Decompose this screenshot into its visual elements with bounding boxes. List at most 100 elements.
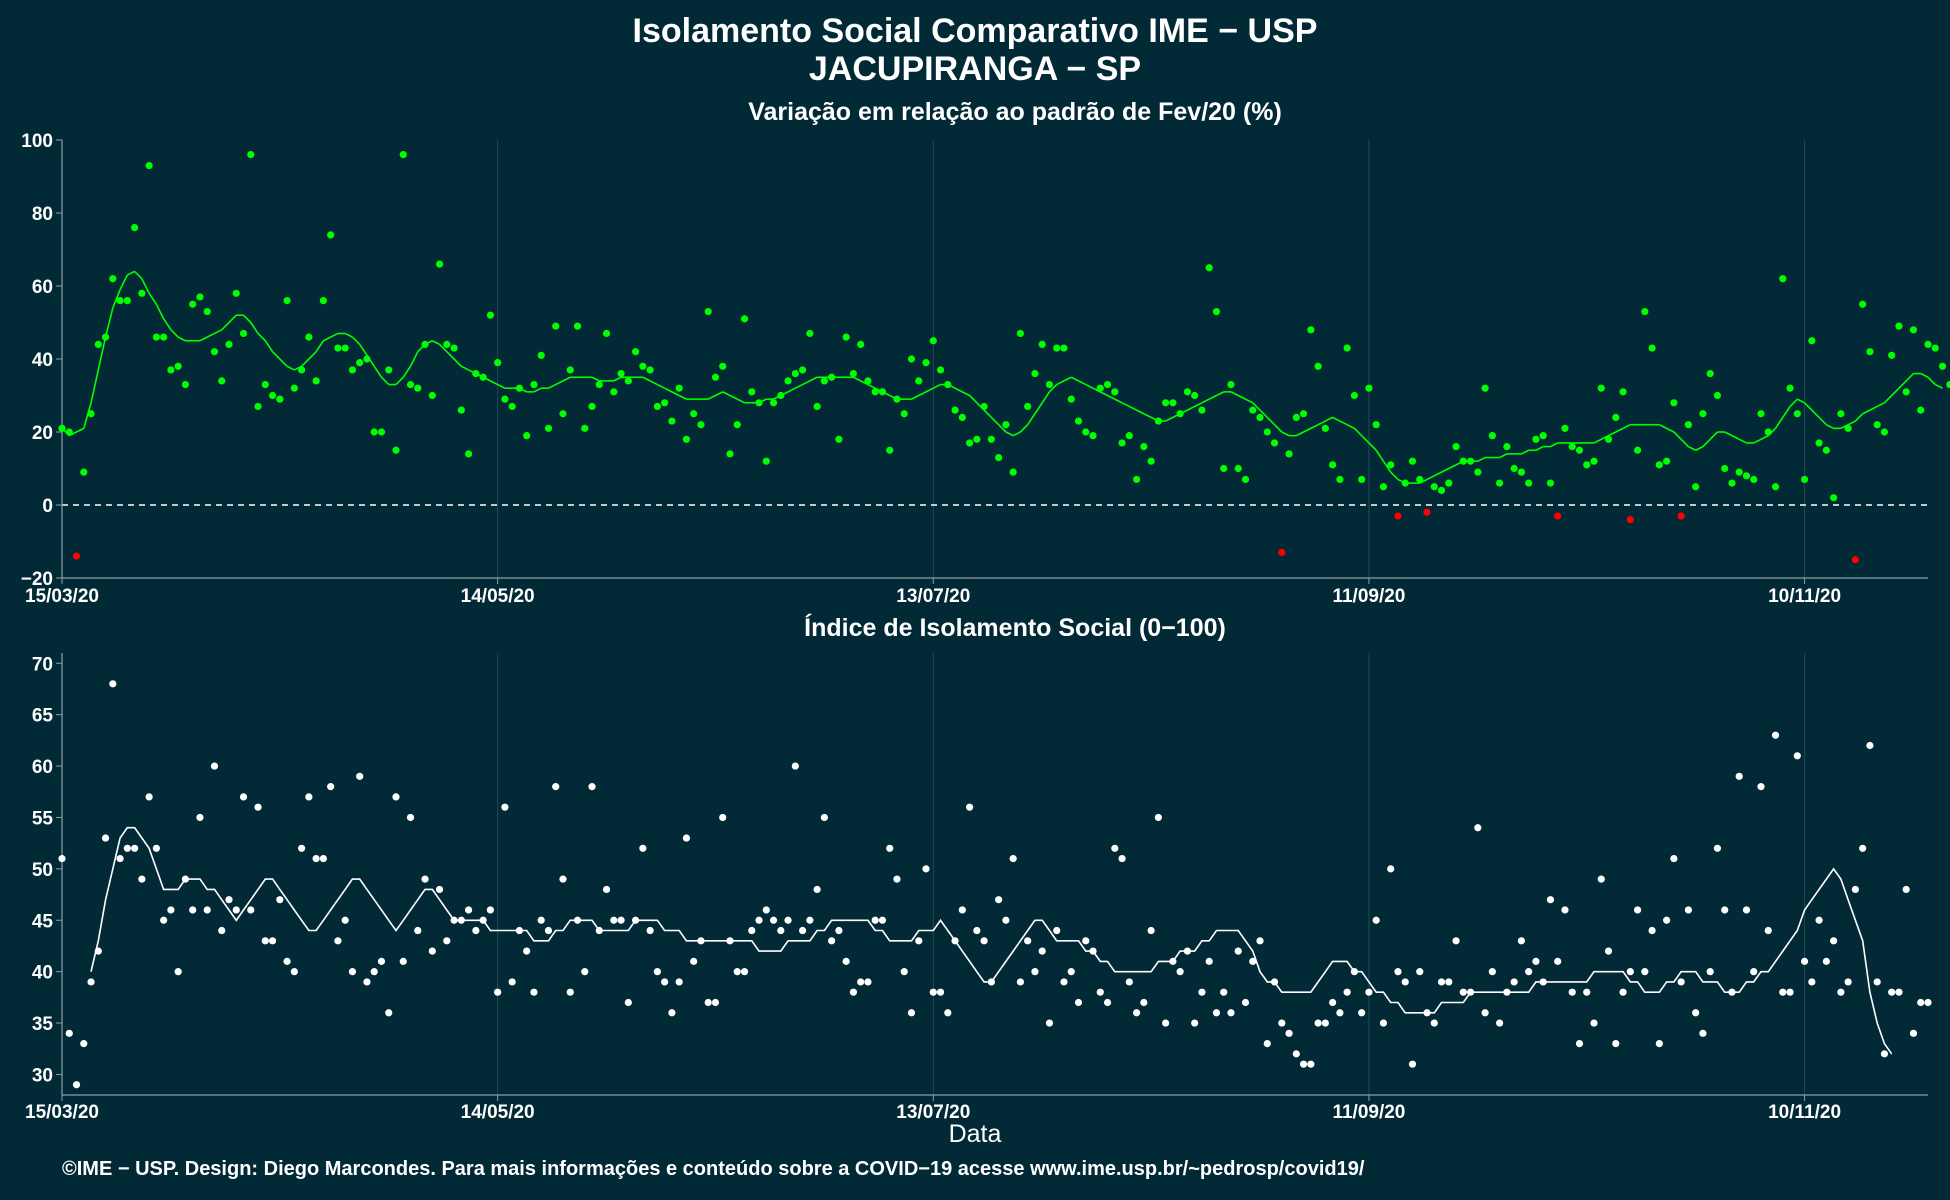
- panel1-point: [791, 370, 799, 378]
- panel1-point: [138, 289, 146, 297]
- panel1-mean-segment: [1441, 467, 1450, 473]
- panel1-point: [1329, 461, 1337, 469]
- panel1-title: Variação em relação ao padrão de Fev/20 …: [748, 98, 1282, 126]
- panel2-y-tick-label: 30: [32, 1065, 53, 1086]
- panel2-point: [290, 968, 298, 976]
- panel2-point: [494, 988, 502, 996]
- panel2-point: [1009, 854, 1017, 863]
- x-axis-title: Data: [948, 1120, 1002, 1148]
- panel1-mean-segment: [1818, 416, 1827, 426]
- panel2-point: [573, 916, 582, 924]
- panel1-mean-segment: [562, 376, 571, 382]
- panel1-point: [1307, 326, 1315, 334]
- panel1-mean-segment: [642, 376, 651, 382]
- panel1-y-tick-label: −20: [21, 569, 53, 590]
- panel1-mean-segment: [1811, 409, 1820, 418]
- panel1-mean-segment: [1245, 398, 1254, 404]
- panel1-point: [1321, 424, 1329, 432]
- panel1-mean-segment: [1658, 423, 1667, 430]
- panel2-point: [1074, 998, 1083, 1007]
- panel2-point: [1285, 1029, 1293, 1037]
- panel2-point: [1670, 854, 1678, 863]
- panel2-point: [886, 844, 894, 852]
- panel1-point: [661, 399, 669, 407]
- panel1-mean-segment: [1208, 394, 1217, 400]
- panel2-point: [878, 916, 887, 924]
- panel1-point: [610, 388, 618, 396]
- panel1-mean-segment: [1375, 449, 1385, 462]
- panel1-mean-segment: [1804, 402, 1813, 411]
- panel2-point: [1822, 957, 1830, 965]
- panel1-mean-segment: [1521, 449, 1530, 455]
- panel2-point: [726, 937, 734, 945]
- panel1-mean-segment: [1390, 471, 1399, 481]
- panel1-mean-segment: [1920, 372, 1929, 378]
- panel2-point: [1096, 988, 1104, 996]
- panel1-mean-segment: [715, 391, 724, 397]
- panel2-y-tick-label: 35: [32, 1014, 54, 1035]
- panel1-point: [1633, 446, 1642, 454]
- panel1-point: [995, 453, 1003, 462]
- panel1-point: [1895, 322, 1903, 330]
- panel2-point: [1365, 988, 1373, 996]
- panel1-mean-segment: [1382, 460, 1392, 473]
- panel1-point: [145, 161, 153, 170]
- panel1-point: [1728, 479, 1736, 487]
- panel2-point: [1416, 968, 1424, 976]
- panel1-mean-segment: [591, 376, 600, 382]
- panel1-point: [232, 289, 240, 297]
- panel2-point: [951, 937, 959, 945]
- panel1-mean-segment: [438, 343, 448, 353]
- panel2-point: [1496, 1019, 1504, 1027]
- panel1-point: [965, 439, 974, 447]
- panel1-point: [1002, 421, 1010, 429]
- panel2-point: [624, 998, 632, 1007]
- panel2-point: [1866, 741, 1874, 750]
- panel1-point: [1924, 340, 1932, 348]
- panel1-point: [1496, 479, 1504, 487]
- panel2-point: [1771, 731, 1780, 739]
- panel1-point: [1902, 388, 1910, 396]
- panel1-mean-segment: [177, 336, 186, 342]
- panel1-point: [617, 370, 625, 378]
- panel2-point: [1372, 916, 1380, 924]
- panel1-mean-segment: [1782, 406, 1791, 418]
- panel2-point: [1655, 1040, 1663, 1048]
- panel1-point: [1539, 432, 1547, 440]
- panel2-point: [1038, 947, 1046, 955]
- panel1-x-tick-label: 11/09/20: [1332, 586, 1405, 607]
- panel1-mean-segment: [301, 358, 310, 367]
- panel1-point: [987, 435, 995, 443]
- panel1-x-tick-label: 10/11/20: [1768, 586, 1841, 607]
- panel1-mean-segment: [1673, 431, 1682, 440]
- panel1-mean-segment: [1550, 442, 1559, 448]
- panel1-mean-segment: [1796, 398, 1805, 404]
- panel1-point: [1830, 494, 1838, 502]
- panel1-point: [1488, 432, 1496, 440]
- panel1-point: [1038, 340, 1046, 348]
- panel2-point: [1162, 1019, 1170, 1027]
- panel1-point: [1575, 446, 1584, 454]
- panel1-point: [123, 297, 131, 305]
- panel2-point: [1619, 988, 1627, 996]
- panel2-point: [1459, 988, 1467, 996]
- panel1-point: [1742, 472, 1751, 480]
- panel1-point: [602, 329, 611, 338]
- panel1-mean-segment: [1361, 435, 1370, 444]
- panel1-mean-segment: [126, 270, 135, 276]
- panel2-point: [1786, 988, 1794, 996]
- panel1-mean-segment: [1303, 427, 1312, 433]
- panel1-point: [290, 384, 298, 392]
- panel2-point: [980, 937, 988, 945]
- panel2-point: [1176, 968, 1184, 976]
- panel2-point: [958, 906, 966, 914]
- panel2-point: [1597, 875, 1605, 883]
- panel1-point: [835, 435, 843, 443]
- panel1-mean-segment: [722, 391, 731, 397]
- panel2-point: [1445, 978, 1453, 986]
- panel2-point: [987, 978, 995, 986]
- panel2-point: [595, 926, 603, 935]
- panel2-point: [1721, 906, 1729, 914]
- panel1-point: [929, 337, 937, 345]
- panel2-point: [552, 783, 560, 791]
